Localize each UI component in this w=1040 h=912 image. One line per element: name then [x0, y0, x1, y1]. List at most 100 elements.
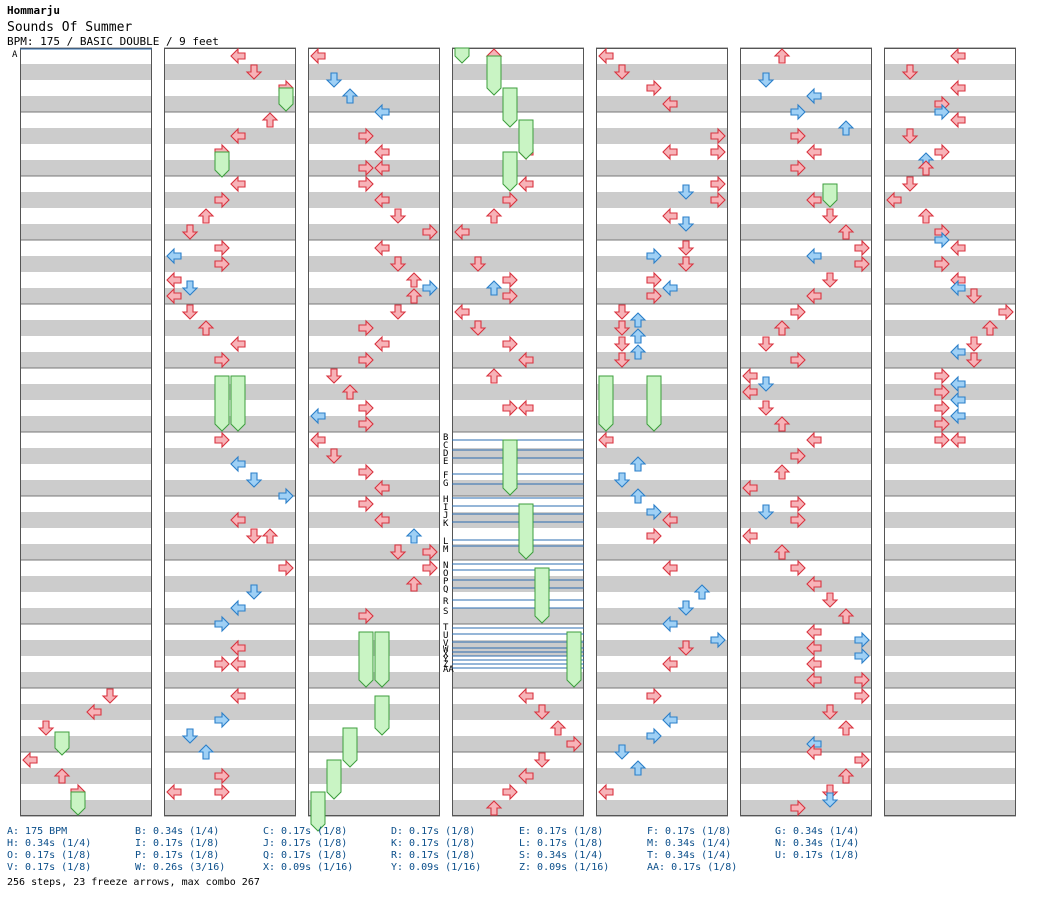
beat-band	[20, 64, 152, 80]
step-arrow	[662, 711, 678, 729]
arrow-shape	[197, 320, 215, 336]
column-border	[308, 48, 440, 816]
freeze-arrow	[358, 631, 374, 688]
step-arrow	[790, 495, 806, 513]
arrow-shape	[374, 511, 390, 529]
step-arrow	[710, 127, 726, 145]
step-arrow	[197, 320, 215, 336]
beat-band	[596, 768, 728, 784]
beat-band	[452, 512, 584, 528]
legend-entry: R: 0.17s (1/8)	[391, 850, 476, 861]
arrow-shape	[693, 584, 711, 600]
step-arrow	[181, 280, 199, 296]
arrow-shape	[821, 208, 839, 224]
chart-column	[884, 47, 1016, 817]
step-arrow	[757, 336, 775, 352]
arrow-shape	[358, 463, 374, 481]
step-arrow	[806, 191, 822, 209]
legend-entry: E: 0.17s (1/8)	[519, 826, 604, 837]
marker-label: A	[12, 50, 18, 60]
step-arrow	[518, 351, 534, 369]
beat-band	[20, 352, 152, 368]
chart-summary: 256 steps, 23 freeze arrows, max combo 2…	[7, 877, 260, 888]
beat-band	[308, 160, 440, 176]
arrow-shape	[502, 271, 518, 289]
arrow-shape	[53, 768, 71, 784]
beat-band	[596, 288, 728, 304]
beat-band	[596, 384, 728, 400]
beat-band	[884, 320, 1016, 336]
marker-label: I	[443, 503, 448, 513]
step-arrow	[710, 191, 726, 209]
step-arrow	[485, 208, 503, 224]
arrow-shape	[662, 207, 678, 225]
step-arrow	[245, 584, 263, 600]
arrow-shape	[613, 472, 631, 488]
arrow-shape	[245, 472, 263, 488]
arrow-shape	[934, 255, 950, 273]
beat-band	[308, 672, 440, 688]
step-arrow	[454, 303, 470, 321]
beat-band	[452, 672, 584, 688]
arrow-shape	[821, 272, 839, 288]
step-arrow	[341, 88, 359, 104]
arrow-shape	[197, 744, 215, 760]
beat-band	[740, 320, 872, 336]
freeze-arrow	[646, 375, 662, 432]
arrow-shape	[646, 687, 662, 705]
step-arrow	[358, 607, 374, 625]
legend-entry: C: 0.17s (1/8)	[263, 826, 348, 837]
step-arrow	[742, 383, 758, 401]
arrow-shape	[950, 407, 966, 425]
arrow-shape	[566, 735, 582, 753]
arrow-shape	[677, 600, 695, 616]
arrow-shape	[405, 576, 423, 592]
step-arrow	[358, 415, 374, 433]
step-arrow	[613, 336, 631, 352]
step-arrow	[950, 79, 966, 97]
beat-band	[596, 416, 728, 432]
beat-band	[308, 256, 440, 272]
legend-entry: O: 0.17s (1/8)	[7, 850, 92, 861]
arrow-shape	[837, 608, 855, 624]
arrow-shape	[422, 223, 438, 241]
beat-band	[740, 256, 872, 272]
step-arrow	[502, 271, 518, 289]
arrow-shape	[806, 623, 822, 641]
marker-label: P	[443, 577, 449, 587]
beat-band	[164, 96, 296, 112]
arrow-shape	[965, 352, 983, 368]
beat-band	[452, 768, 584, 784]
arrow-shape	[934, 103, 950, 121]
step-arrow	[950, 343, 966, 361]
step-arrow	[837, 120, 855, 136]
column-border	[884, 48, 1016, 816]
step-arrow	[502, 335, 518, 353]
arrow-shape	[230, 655, 246, 673]
beat-band	[164, 544, 296, 560]
arrow-shape	[502, 399, 518, 417]
arrow-shape	[214, 239, 230, 257]
arrow-shape	[230, 511, 246, 529]
arrow-shape	[629, 344, 647, 360]
arrow-shape	[773, 320, 791, 336]
step-arrow	[613, 472, 631, 488]
beat-band	[164, 512, 296, 528]
column-border	[740, 48, 872, 816]
arrow-shape	[837, 720, 855, 736]
arrow-shape	[806, 247, 822, 265]
step-arrow	[214, 191, 230, 209]
step-arrow	[22, 751, 38, 769]
beat-band	[308, 576, 440, 592]
beat-band	[740, 288, 872, 304]
beat-band	[740, 448, 872, 464]
beat-band	[596, 128, 728, 144]
arrow-shape	[646, 287, 662, 305]
step-arrow	[358, 127, 374, 145]
step-arrow	[502, 287, 518, 305]
step-arrow	[166, 247, 182, 265]
beat-band	[740, 672, 872, 688]
step-arrow	[214, 255, 230, 273]
legend-entry: S: 0.34s (1/4)	[519, 850, 604, 861]
step-arrow	[502, 191, 518, 209]
